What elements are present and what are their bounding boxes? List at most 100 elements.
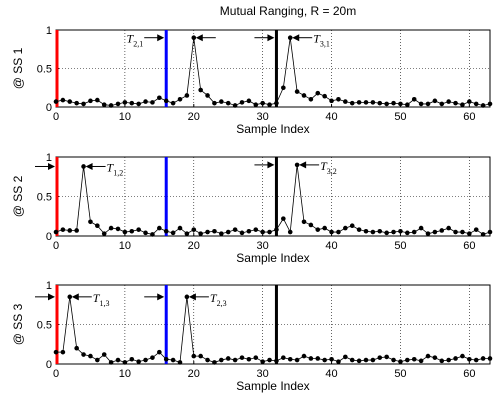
data-point [294, 89, 300, 94]
arrow-head [188, 293, 196, 301]
data-point [453, 356, 458, 361]
data-point [212, 100, 217, 106]
data-point [274, 358, 279, 364]
annotation-label: T1,2 [107, 160, 124, 177]
data-point [95, 223, 100, 229]
data-point [198, 87, 203, 93]
data-point [81, 101, 86, 107]
data-point [239, 230, 245, 236]
data-point [425, 231, 431, 236]
data-point [225, 100, 231, 106]
data-point [129, 100, 135, 106]
data-point [411, 356, 417, 362]
y-axis-label: @ SS 3 [11, 303, 25, 345]
data-point [322, 357, 327, 363]
data-point [287, 356, 293, 362]
data-point [191, 353, 197, 359]
data-point [439, 228, 445, 233]
annotation-label: T3,2 [320, 159, 337, 176]
data-point [294, 357, 300, 363]
data-point [108, 360, 114, 365]
data-point [198, 231, 203, 236]
data-point [473, 357, 479, 363]
data-point [294, 162, 300, 168]
data-point [246, 356, 252, 362]
data-point [398, 228, 403, 234]
data-point [453, 229, 458, 235]
data-point [398, 359, 403, 364]
data-point [163, 356, 169, 362]
data-point [225, 356, 231, 361]
data-point [439, 101, 445, 107]
data-point [170, 357, 176, 363]
data-point [163, 98, 169, 104]
data-point [129, 228, 135, 234]
data-point [446, 225, 451, 231]
data-point [95, 357, 100, 363]
data-point [322, 93, 327, 99]
data-point [274, 100, 279, 106]
data-point [198, 353, 203, 359]
y-tick-label: 1 [46, 152, 52, 164]
data-point [246, 98, 252, 104]
x-tick-label: 40 [325, 240, 337, 252]
data-point [356, 100, 362, 105]
data-point [74, 100, 79, 106]
data-point [267, 102, 272, 107]
data-point [370, 100, 376, 105]
data-point [253, 102, 259, 107]
data-point [384, 230, 389, 236]
x-axis-label: Sample Index [236, 379, 309, 393]
data-point [232, 357, 238, 363]
data-point [391, 100, 396, 106]
data-point [143, 99, 148, 104]
x-tick-label: 50 [394, 368, 406, 380]
arrow-head [267, 161, 275, 169]
data-point [101, 231, 107, 236]
x-tick-label: 20 [188, 368, 200, 380]
data-point [122, 360, 128, 365]
data-point [301, 353, 307, 359]
data-point [336, 359, 341, 364]
data-point [67, 294, 73, 300]
data-point [60, 227, 66, 232]
data-point [95, 97, 100, 103]
arrow-head [48, 293, 55, 301]
data-point [349, 100, 355, 106]
x-tick-label: 40 [325, 111, 337, 123]
data-point [253, 227, 259, 232]
data-point [391, 229, 396, 235]
data-point [418, 225, 424, 231]
data-point [377, 100, 383, 106]
data-point [177, 360, 183, 365]
data-point [267, 357, 272, 363]
data-point [157, 95, 162, 101]
data-point [281, 355, 286, 360]
data-point [363, 228, 369, 234]
data-point [322, 225, 327, 231]
data-point [191, 35, 197, 40]
data-point [446, 357, 451, 363]
data-point [308, 356, 314, 361]
x-tick-label: 60 [463, 111, 475, 123]
arrow-head [157, 34, 165, 42]
data-point [136, 101, 141, 107]
annotation-label: T1,3 [93, 291, 110, 308]
data-point [67, 99, 73, 104]
data-point [177, 225, 183, 231]
data-point [81, 164, 86, 169]
series-line [55, 164, 491, 235]
data-point [101, 352, 107, 357]
data-point [170, 230, 176, 236]
x-tick-label: 10 [119, 240, 131, 252]
data-point [425, 101, 431, 107]
data-point [398, 101, 403, 107]
data-point [122, 229, 128, 235]
data-point [487, 101, 493, 107]
arrow-head [85, 162, 93, 170]
data-point [356, 227, 362, 232]
data-point [467, 99, 472, 104]
data-point [239, 100, 245, 105]
data-point [260, 359, 265, 364]
data-point [129, 356, 135, 362]
